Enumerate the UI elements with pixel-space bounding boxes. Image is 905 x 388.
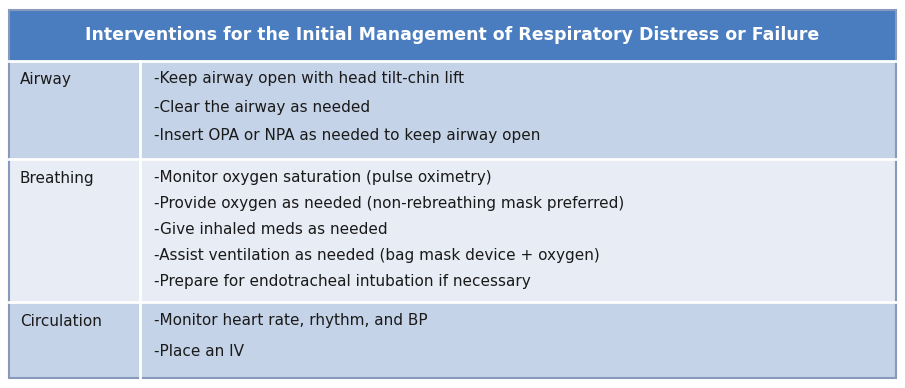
Text: Breathing: Breathing <box>20 171 94 186</box>
Text: -Keep airway open with head tilt-chin lift: -Keep airway open with head tilt-chin li… <box>154 71 464 87</box>
Bar <box>9 61 896 159</box>
Text: -Place an IV: -Place an IV <box>154 344 243 359</box>
Text: -Give inhaled meds as needed: -Give inhaled meds as needed <box>154 222 387 237</box>
Text: -Monitor oxygen saturation (pulse oximetry): -Monitor oxygen saturation (pulse oximet… <box>154 170 491 185</box>
Text: -Prepare for endotracheal intubation if necessary: -Prepare for endotracheal intubation if … <box>154 274 530 289</box>
Text: -Provide oxygen as needed (non-rebreathing mask preferred): -Provide oxygen as needed (non-rebreathi… <box>154 196 624 211</box>
Text: Interventions for the Initial Management of Respiratory Distress or Failure: Interventions for the Initial Management… <box>85 26 820 44</box>
Text: -Clear the airway as needed: -Clear the airway as needed <box>154 100 370 115</box>
Bar <box>9 159 896 302</box>
Text: Airway: Airway <box>20 72 71 87</box>
Bar <box>9 302 896 378</box>
Bar <box>9 10 896 61</box>
Text: -Assist ventilation as needed (bag mask device + oxygen): -Assist ventilation as needed (bag mask … <box>154 248 600 263</box>
Text: Circulation: Circulation <box>20 314 101 329</box>
Text: -Monitor heart rate, rhythm, and BP: -Monitor heart rate, rhythm, and BP <box>154 313 427 328</box>
Text: -Insert OPA or NPA as needed to keep airway open: -Insert OPA or NPA as needed to keep air… <box>154 128 540 143</box>
